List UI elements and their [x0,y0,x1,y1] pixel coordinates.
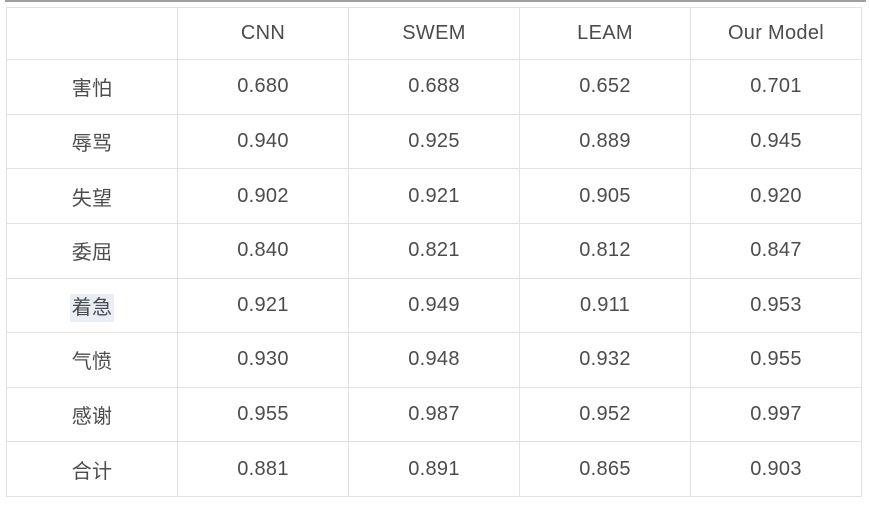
table-row-anger: 气愤 0.930 0.948 0.932 0.955 [6,332,862,388]
table-row-disappointment: 失望 0.902 0.921 0.905 0.920 [6,168,862,224]
table-cell: 0.945 [690,113,862,170]
table-cell: 0.865 [519,441,691,497]
row-label: 着急 [6,277,178,334]
table-cell: 0.680 [177,59,349,115]
table-cell: 0.821 [348,222,520,279]
top-divider-line [5,0,866,2]
selected-text-highlight: 着急 [69,293,115,322]
table-cell-emphasized: 0.903 [690,441,862,497]
table-cell: 0.925 [348,113,520,170]
table-cell: 0.847 [690,222,862,279]
column-header-blank [6,7,178,60]
table-cell: 0.921 [348,168,520,224]
table-cell: 0.889 [519,113,691,170]
table-cell: 0.812 [519,222,691,279]
table-cell: 0.920 [690,168,862,224]
table-cell: 0.688 [348,59,520,115]
table-cell: 0.891 [348,441,520,497]
table-cell: 0.955 [177,386,349,443]
column-header-swem: SWEM [348,7,520,60]
model-results-table: CNN SWEM LEAM Our Model 害怕 0.680 0.688 0… [6,7,862,497]
table-cell: 0.911 [519,277,691,334]
table-row-fear: 害怕 0.680 0.688 0.652 0.701 [6,59,862,115]
row-label: 委屈 [6,222,178,279]
table-cell: 0.953 [690,277,862,334]
table-cell: 0.932 [519,332,691,388]
column-header-cnn: CNN [177,7,349,60]
table-cell: 0.949 [348,277,520,334]
column-header-our-model: Our Model [690,7,862,60]
table-cell: 0.940 [177,113,349,170]
table-cell: 0.881 [177,441,349,497]
table-row-grievance: 委屈 0.840 0.821 0.812 0.847 [6,222,862,279]
row-label: 辱骂 [6,113,178,170]
table-cell: 0.701 [690,59,862,115]
table-row-insult: 辱骂 0.940 0.925 0.889 0.945 [6,113,862,170]
column-header-leam: LEAM [519,7,691,60]
table-cell: 0.652 [519,59,691,115]
table-row-total: 合计 0.881 0.891 0.865 0.903 [6,441,862,497]
table-cell: 0.840 [177,222,349,279]
table-cell: 0.921 [177,277,349,334]
table-cell: 0.952 [519,386,691,443]
table-cell: 0.905 [519,168,691,224]
row-label: 感谢 [6,386,178,443]
table-cell: 0.997 [690,386,862,443]
header-row: CNN SWEM LEAM Our Model [6,7,862,60]
table-cell: 0.948 [348,332,520,388]
table-cell: 0.930 [177,332,349,388]
table-row-gratitude: 感谢 0.955 0.987 0.952 0.997 [6,386,862,443]
row-label: 害怕 [6,59,178,115]
table-cell: 0.987 [348,386,520,443]
table-row-anxiety: 着急 0.921 0.949 0.911 0.953 [6,277,862,334]
row-label: 气愤 [6,332,178,388]
table-cell: 0.902 [177,168,349,224]
table-cell: 0.955 [690,332,862,388]
row-label: 失望 [6,168,178,224]
row-label: 合计 [6,441,178,497]
